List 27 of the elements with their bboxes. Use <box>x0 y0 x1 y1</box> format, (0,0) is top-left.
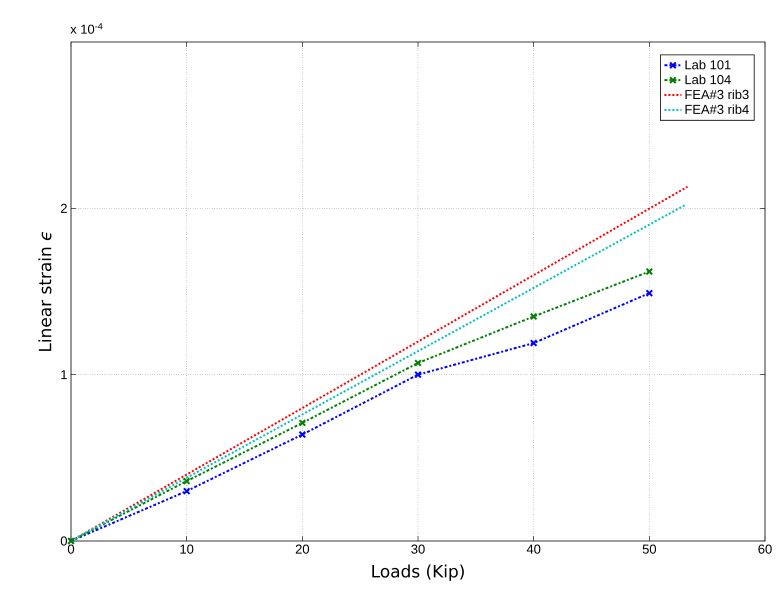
point <box>298 430 306 438</box>
x-axis-title: Loads (Kip) <box>372 564 464 581</box>
x-tick-label: 50 <box>642 544 656 554</box>
point <box>414 370 422 378</box>
point <box>182 477 190 485</box>
x-tick-label: 0 <box>68 544 74 554</box>
point <box>646 289 654 297</box>
y-tick-label: 0 <box>60 536 67 546</box>
y-tick-label: 2 <box>60 204 67 213</box>
point <box>530 339 538 347</box>
point <box>530 312 538 320</box>
x-tick-label: 20 <box>296 544 310 554</box>
x-tick-label: 40 <box>526 544 540 554</box>
text: x 10$^{-4}$ <box>70 23 102 34</box>
legend-label: FEA#3 rib4 <box>685 104 749 114</box>
y-tick-label: 1 <box>61 370 67 380</box>
legend-label: FEA#3 rib3 <box>685 90 749 100</box>
x-tick-label: 10 <box>180 544 194 554</box>
point <box>646 268 654 276</box>
point <box>182 487 190 495</box>
x-tick-label: 60 <box>758 544 772 554</box>
x-tick-label: 30 <box>411 544 425 554</box>
point <box>414 359 422 367</box>
legend-label: Lab 104 <box>685 74 731 84</box>
y-axis-title: Linear strain ϵ <box>38 232 52 351</box>
point <box>298 419 306 427</box>
legend-label: Lab 101 <box>685 60 731 70</box>
